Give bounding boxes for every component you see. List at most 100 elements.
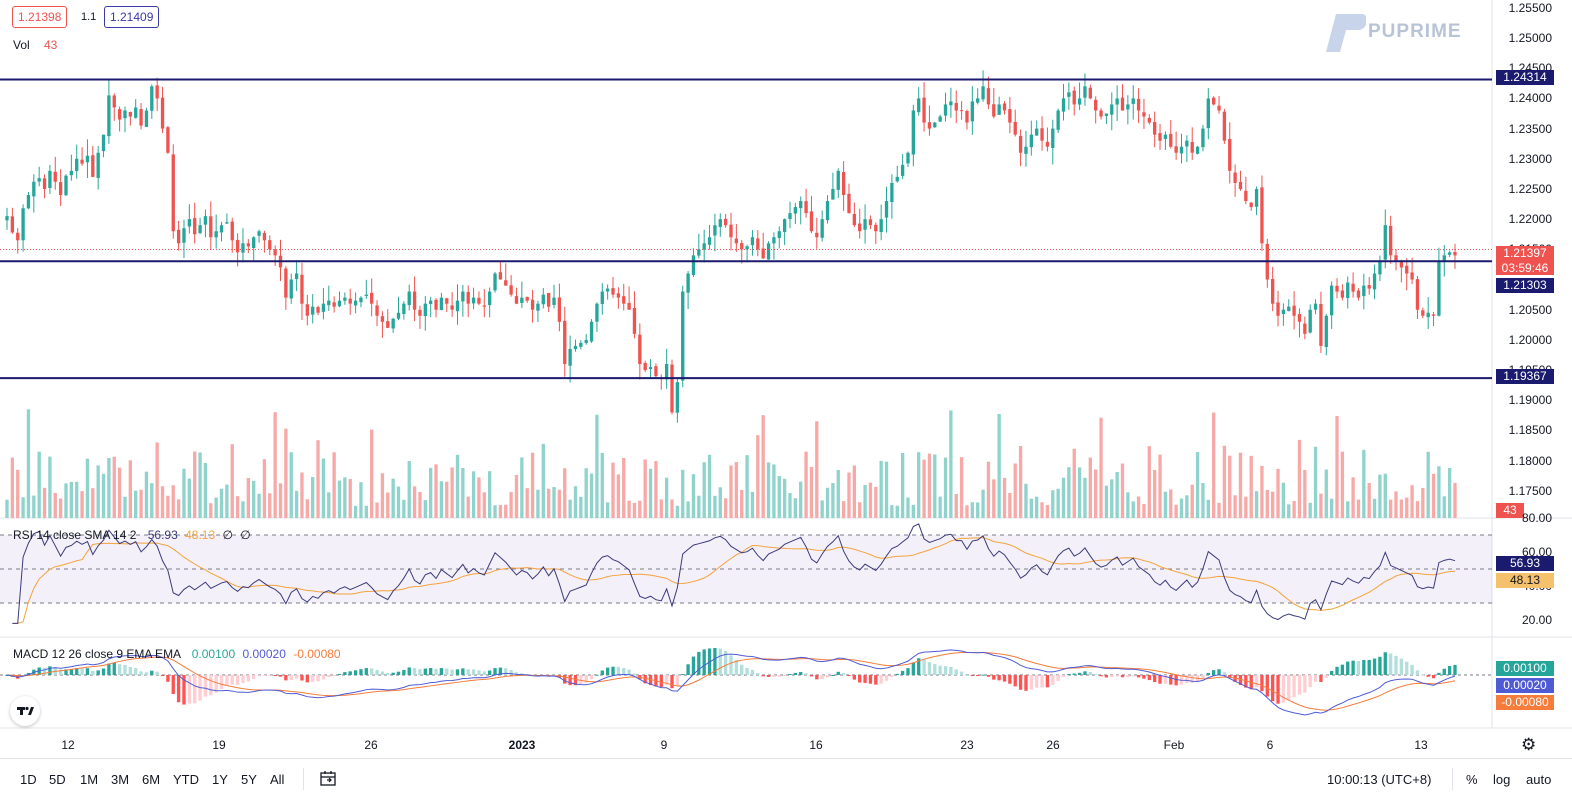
candle-body <box>1083 86 1087 98</box>
macd-histogram-bar <box>622 667 626 675</box>
volume-bar <box>681 469 685 518</box>
settings-gear-icon[interactable]: ⚙ <box>1521 735 1537 754</box>
range-button-6m[interactable]: 6M <box>142 772 161 787</box>
volume-bar <box>1126 492 1130 518</box>
candle-body <box>1308 309 1312 333</box>
macd-histogram-bar <box>311 675 315 682</box>
volume-bar <box>219 488 224 518</box>
candle-body <box>482 305 486 307</box>
macd-histogram-bar <box>933 664 937 675</box>
macd-histogram-bar <box>1437 672 1441 675</box>
candle-body <box>670 364 674 413</box>
bid-price-box[interactable]: 1.21398 <box>12 6 68 28</box>
volume-bar <box>911 504 916 518</box>
macd-histogram-bar <box>1206 672 1210 675</box>
candle-body <box>123 110 127 119</box>
timezone-clock[interactable]: 10:00:13 (UTC+8) <box>1327 772 1432 787</box>
puprime-logo-icon <box>1326 14 1367 52</box>
volume-legend-label: Vol <box>13 38 30 52</box>
volume-bar <box>707 454 712 518</box>
macd-histogram-bar <box>1394 655 1398 675</box>
candle-body <box>986 88 991 105</box>
candle-body <box>1362 285 1366 297</box>
auto-scale-toggle[interactable]: auto <box>1526 772 1552 787</box>
volume-bar <box>1346 501 1350 518</box>
macd-histogram-bar <box>863 675 867 683</box>
volume-bar <box>91 488 95 518</box>
candle-body <box>5 216 9 221</box>
macd-histogram-bar <box>144 672 149 675</box>
macd-histogram-bar <box>766 675 771 678</box>
macd-histogram-bar <box>257 675 261 677</box>
volume-bar <box>246 477 250 518</box>
volume-bar <box>123 496 127 518</box>
volume-bar <box>1163 491 1168 518</box>
candle-body <box>1367 285 1371 289</box>
range-button-1m[interactable]: 1M <box>80 772 99 787</box>
candle-body <box>16 232 20 241</box>
volume-bar <box>1410 485 1414 518</box>
macd-histogram-bar <box>434 668 438 675</box>
range-button-1d[interactable]: 1D <box>20 772 37 787</box>
volume-bar <box>986 461 991 518</box>
macd-histogram-bar <box>970 675 974 676</box>
candle-body <box>235 239 240 253</box>
time-tick-label: 13 <box>1414 738 1428 752</box>
macd-histogram-bar <box>825 675 830 678</box>
volume-bar <box>42 487 47 518</box>
range-button-5d[interactable]: 5D <box>49 772 66 787</box>
range-button-3m[interactable]: 3M <box>111 772 130 787</box>
macd-histogram-bar <box>134 668 138 675</box>
volume-bar <box>584 468 588 518</box>
candle-body <box>101 134 106 152</box>
volume-bar <box>166 495 170 518</box>
range-button-5y[interactable]: 5Y <box>241 772 257 787</box>
candle-body <box>155 85 159 99</box>
rsi-legend[interactable]: RSI 14 close SMA 14 2 56.93 48.13 ∅ ∅ <box>13 528 251 542</box>
macd-histogram-bar <box>348 671 352 675</box>
candle-body <box>890 182 894 203</box>
candle-body <box>466 291 470 304</box>
macd-legend[interactable]: MACD 12 26 close 9 EMA EMA 0.00100 0.000… <box>13 647 341 661</box>
range-button-all[interactable]: All <box>270 772 285 787</box>
volume-bar <box>1388 499 1393 518</box>
log-scale-toggle[interactable]: log <box>1493 772 1511 787</box>
macd-histogram-bar <box>176 675 181 703</box>
price-tick-label: 1.20000 <box>1508 332 1552 347</box>
volume-bar <box>1329 498 1334 518</box>
candle-body <box>284 268 288 298</box>
volume-bar <box>53 493 57 518</box>
percent-scale-toggle[interactable]: % <box>1466 772 1478 787</box>
macd-histogram-bar <box>171 675 175 694</box>
volume-bar <box>48 456 52 518</box>
macd-histogram-bar <box>1201 675 1205 679</box>
price-tick-label: 1.22500 <box>1508 181 1552 196</box>
date-range-icon[interactable] <box>318 769 338 794</box>
volume-bar <box>659 499 663 518</box>
volume-bar <box>134 490 138 518</box>
price-tick-label: 1.18000 <box>1508 453 1552 468</box>
candle-body <box>85 155 90 163</box>
candle-body <box>64 175 68 196</box>
range-button-1y[interactable]: 1Y <box>212 772 228 787</box>
ask-price-box[interactable]: 1.21409 <box>104 6 160 28</box>
candle-body <box>884 201 889 218</box>
tradingview-logo[interactable] <box>10 696 40 726</box>
candle-body <box>1340 290 1345 298</box>
volume-bar <box>825 487 830 518</box>
candle-body <box>766 243 771 260</box>
macd-histogram-bar <box>841 672 846 675</box>
volume-bar <box>648 468 653 518</box>
volume-bar <box>1131 501 1135 518</box>
macd-histogram-bar <box>632 673 637 675</box>
candle-body <box>471 297 476 304</box>
macd-histogram-bar <box>1388 653 1393 675</box>
candle-body <box>761 248 765 259</box>
macd-histogram-bar <box>1340 664 1345 675</box>
range-button-ytd[interactable]: YTD <box>173 772 199 787</box>
volume-bar <box>1110 479 1114 518</box>
volume-bar <box>1324 469 1328 518</box>
macd-histogram-bar <box>423 668 427 675</box>
volume-bar <box>847 472 851 518</box>
